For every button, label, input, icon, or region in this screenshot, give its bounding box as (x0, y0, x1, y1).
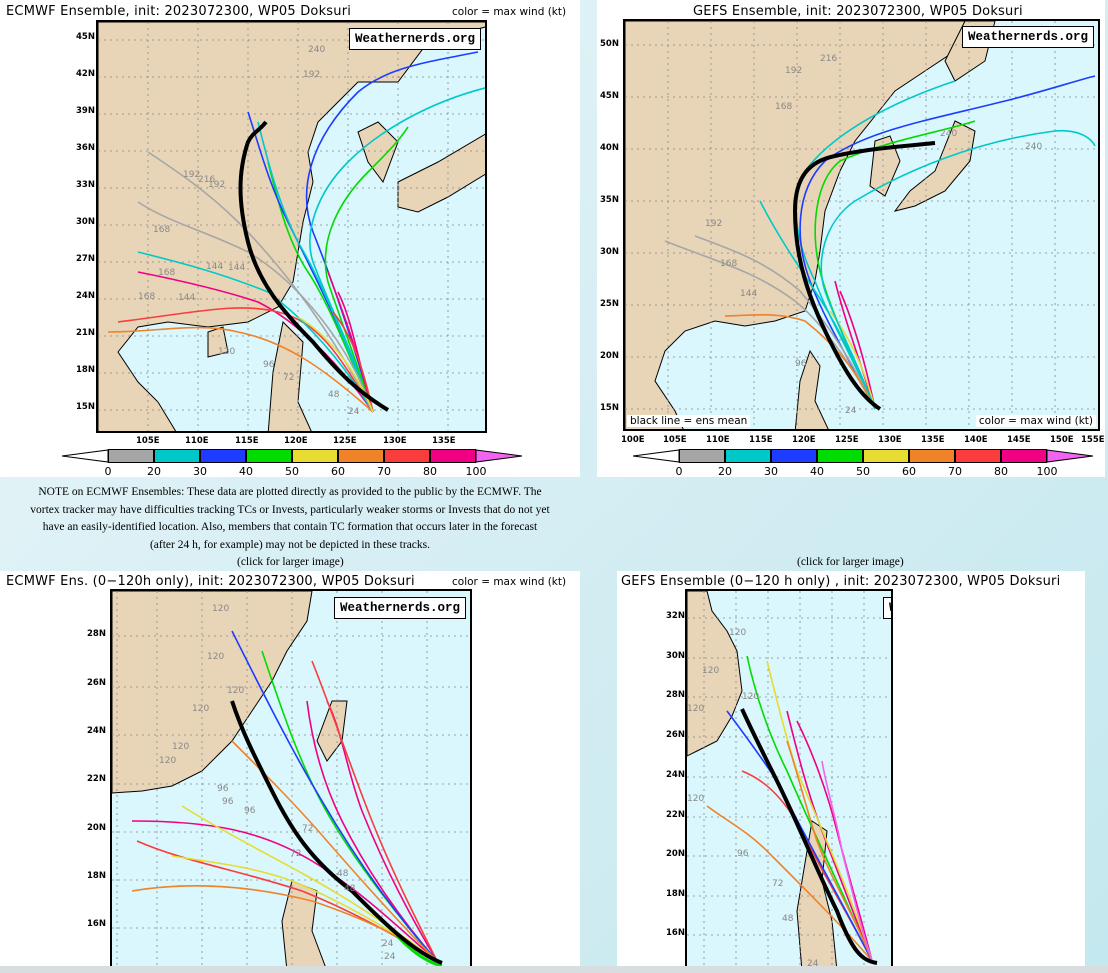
svg-text:96: 96 (217, 784, 229, 794)
svg-text:144: 144 (228, 263, 245, 273)
svg-text:120: 120 (687, 704, 704, 714)
wind-colorbar: 0 20 30 40 50 60 70 80 100 (62, 449, 522, 478)
svg-text:120: 120 (742, 692, 759, 702)
map-graphic: 120 120 120 120 120 120 96 96 96 72 72 48 48 24… (112, 591, 470, 969)
ecmwf-ensemble-panel[interactable]: ECMWF Ensemble, init: 2023072300, WP05 D… (0, 0, 580, 478)
svg-text:240: 240 (1025, 142, 1042, 152)
window-bottom-edge (0, 966, 1108, 973)
svg-text:192: 192 (785, 66, 802, 76)
ecmwf-note: NOTE on ECMWF Ensembles: These data are … (30, 486, 550, 551)
svg-text:120: 120 (729, 628, 746, 638)
svg-text:48: 48 (337, 869, 349, 879)
track-map: 240 192 192 216 192 168 144 144 168 168 144 12… (96, 20, 487, 433)
svg-text:240: 240 (308, 45, 325, 55)
wind-colorbar: 0 20 30 40 50 60 70 80 100 (633, 449, 1093, 478)
svg-text:120: 120 (227, 686, 244, 696)
svg-text:96: 96 (795, 359, 807, 369)
map-graphic: 216 192 168 240 240 192 168 144 96 24 (625, 21, 1098, 429)
svg-text:24: 24 (845, 406, 857, 416)
map-graphic: 120 120 120 120 120 96 72 48 24 (687, 591, 891, 969)
panel-title: ECMWF Ens. (0−120h only), init: 20230723… (6, 574, 415, 589)
ens-mean-legend: black line = ens mean (627, 415, 751, 427)
panel-title: GEFS Ensemble (0−120 h only) , init: 202… (621, 574, 1061, 589)
svg-text:48: 48 (344, 884, 356, 894)
svg-text:24: 24 (384, 952, 396, 962)
weathernerds-logo: Weathernerds.org (333, 597, 466, 619)
gefs-120h-panel[interactable]: GEFS Ensemble (0−120 h only) , init: 202… (617, 571, 1085, 969)
svg-text:192: 192 (303, 70, 320, 80)
svg-text:72: 72 (283, 373, 294, 383)
svg-text:240: 240 (940, 129, 957, 139)
svg-text:168: 168 (153, 225, 170, 235)
track-map: 216 192 168 240 240 192 168 144 96 24 Weather… (623, 19, 1100, 431)
svg-text:120: 120 (192, 704, 209, 714)
click-for-larger-link-left[interactable]: (click for larger image) (237, 556, 344, 568)
panel-title: GEFS Ensemble, init: 2023072300, WP05 Do… (693, 4, 1023, 19)
weathernerds-logo: Weathernerds.org (348, 28, 481, 50)
svg-text:72: 72 (772, 879, 783, 889)
svg-text:24: 24 (807, 959, 819, 969)
color-legend-caption: color = max wind (kt) (452, 576, 567, 588)
weathernerds-logo: Weathernerds.org (883, 597, 891, 619)
svg-text:120: 120 (207, 652, 224, 662)
svg-text:192: 192 (208, 180, 225, 190)
svg-text:144: 144 (206, 262, 223, 272)
svg-text:168: 168 (138, 292, 155, 302)
svg-text:72: 72 (302, 824, 313, 834)
svg-text:96: 96 (244, 806, 256, 816)
svg-text:144: 144 (740, 289, 757, 299)
click-for-larger-link-right[interactable]: (click for larger image) (797, 556, 904, 568)
svg-text:24: 24 (382, 939, 394, 949)
svg-text:48: 48 (782, 914, 794, 924)
svg-text:144: 144 (178, 293, 195, 303)
svg-text:192: 192 (705, 219, 722, 229)
svg-text:120: 120 (687, 794, 704, 804)
svg-text:48: 48 (328, 390, 340, 400)
track-map: 120 120 120 120 120 96 72 48 24 Weathernerds… (685, 589, 893, 969)
color-legend-caption: color = max wind (kt) (452, 6, 567, 18)
svg-text:120: 120 (159, 756, 176, 766)
svg-text:192: 192 (183, 170, 200, 180)
panel-title: ECMWF Ensemble, init: 2023072300, WP05 D… (6, 4, 352, 19)
svg-text:120: 120 (212, 604, 229, 614)
svg-text:168: 168 (158, 268, 175, 278)
svg-text:216: 216 (820, 54, 837, 64)
track-map: 120 120 120 120 120 120 96 96 96 72 72 48 48 24… (110, 589, 472, 969)
svg-text:96: 96 (222, 797, 234, 807)
svg-text:168: 168 (775, 102, 792, 112)
svg-text:72: 72 (290, 849, 301, 859)
color-legend-caption: color = max wind (kt) (975, 415, 1096, 427)
svg-text:96: 96 (737, 849, 749, 859)
gefs-ensemble-panel[interactable]: GEFS Ensemble, init: 2023072300, WP05 Do… (597, 0, 1105, 478)
svg-text:168: 168 (720, 259, 737, 269)
ecmwf-120h-panel[interactable]: ECMWF Ens. (0−120h only), init: 20230723… (0, 571, 580, 969)
svg-text:120: 120 (702, 666, 719, 676)
svg-text:24: 24 (348, 407, 360, 417)
svg-text:120: 120 (172, 742, 189, 752)
svg-text:120: 120 (218, 347, 235, 357)
svg-text:96: 96 (263, 360, 275, 370)
weathernerds-logo: Weathernerds.org (961, 26, 1094, 48)
svg-text:216: 216 (198, 175, 215, 185)
